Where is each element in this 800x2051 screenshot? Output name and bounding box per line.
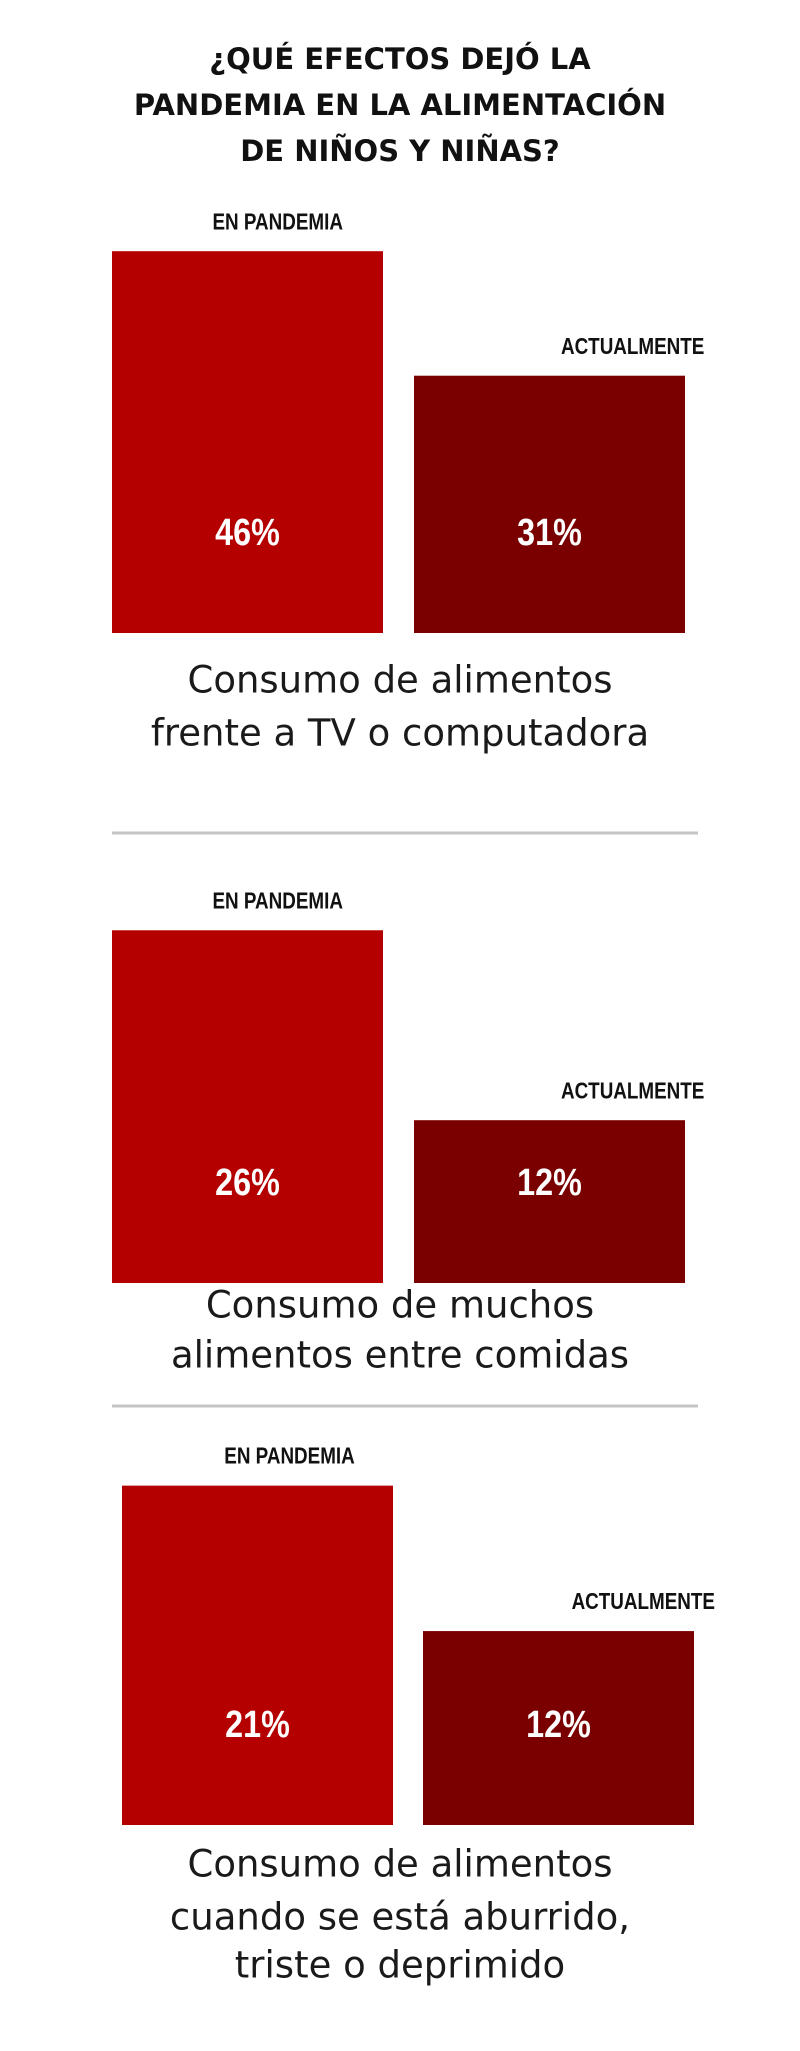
value-label: 12% bbox=[517, 1162, 582, 1204]
caption-line: triste o deprimido bbox=[235, 1944, 565, 1987]
caption-line: alimentos entre comidas bbox=[171, 1334, 629, 1377]
caption-line: frente a TV o computadora bbox=[151, 712, 649, 755]
title-line: DE NIÑOS Y NIÑAS? bbox=[240, 134, 560, 168]
bar bbox=[112, 251, 383, 633]
category-label: ACTUALMENTE bbox=[561, 1079, 704, 1104]
bar bbox=[414, 375, 685, 633]
category-label: ACTUALMENTE bbox=[561, 334, 704, 359]
caption-line: Consumo de muchos bbox=[206, 1284, 594, 1327]
category-label: EN PANDEMIA bbox=[212, 889, 343, 914]
value-label: 21% bbox=[225, 1704, 290, 1746]
category-label: EN PANDEMIA bbox=[224, 1444, 355, 1469]
category-label: ACTUALMENTE bbox=[572, 1589, 715, 1614]
title-line: PANDEMIA EN LA ALIMENTACIÓN bbox=[134, 88, 666, 122]
value-label: 31% bbox=[517, 512, 582, 554]
value-label: 26% bbox=[215, 1162, 280, 1204]
bar bbox=[112, 930, 383, 1283]
category-label: EN PANDEMIA bbox=[212, 210, 343, 235]
bar bbox=[414, 1120, 685, 1283]
value-label: 46% bbox=[215, 512, 280, 554]
title-line: ¿QUÉ EFECTOS DEJÓ LA bbox=[209, 42, 591, 76]
caption-line: cuando se está aburrido, bbox=[170, 1896, 630, 1939]
bar bbox=[423, 1631, 694, 1825]
caption-line: Consumo de alimentos bbox=[187, 659, 612, 702]
value-label: 12% bbox=[526, 1704, 591, 1746]
caption-line: Consumo de alimentos bbox=[187, 1843, 612, 1886]
bar bbox=[122, 1485, 393, 1825]
